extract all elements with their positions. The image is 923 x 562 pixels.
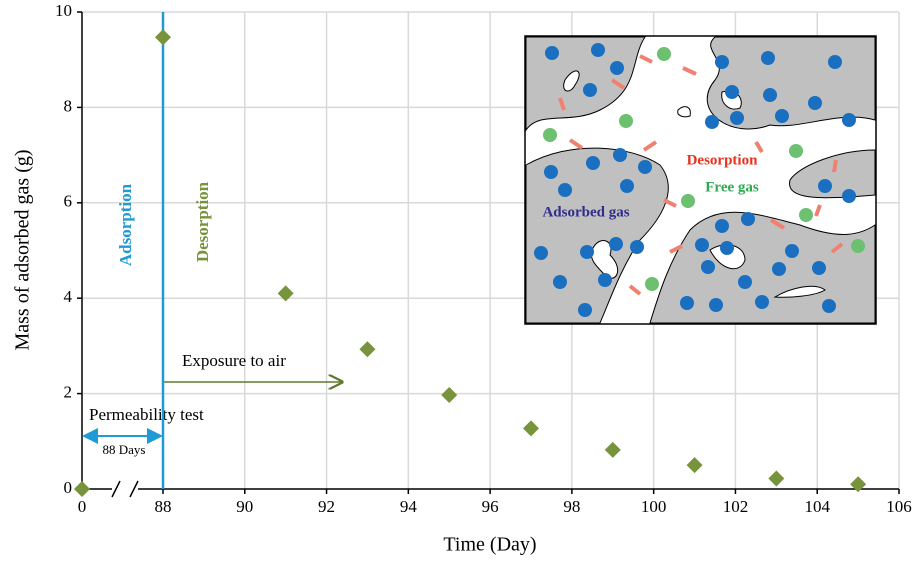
x-tick-label: 102	[723, 497, 749, 516]
x-tick-label: 106	[886, 497, 912, 516]
x-axis-title: Time (Day)	[443, 534, 536, 556]
point	[604, 441, 621, 458]
inset-label: Desorption	[687, 152, 758, 168]
x-tick-label: 0	[78, 497, 87, 516]
y-tick-label: 8	[64, 96, 73, 115]
x-tick-label: 90	[236, 497, 253, 516]
point	[74, 481, 90, 497]
point	[768, 470, 785, 487]
inset-label: Free gas	[705, 179, 759, 195]
grain	[525, 36, 646, 132]
point	[686, 457, 703, 474]
y-tick-label: 6	[64, 192, 73, 211]
x-tick-label: 94	[400, 497, 418, 516]
point	[155, 29, 171, 46]
annotation: Exposure to air	[182, 351, 286, 370]
y-tick-label: 4	[64, 287, 73, 306]
inset-label: Adsorbed gas	[542, 204, 629, 220]
annotation: Desorption	[193, 181, 212, 262]
x-tick-label: 98	[563, 497, 580, 516]
point	[277, 285, 294, 302]
x-tick-label: 96	[482, 497, 499, 516]
y-tick-label: 0	[64, 478, 73, 497]
x-tick-label: 100	[641, 497, 667, 516]
inset-diagram: Desorption Free gas Adsorbed gas	[524, 35, 877, 325]
y-tick-label: 10	[55, 1, 72, 20]
axis-break	[129, 480, 139, 498]
annotation: Permeability test	[89, 405, 204, 424]
annotation: 88 Days	[103, 442, 146, 457]
x-tick-label: 92	[318, 497, 335, 516]
annotation: Adsorption	[116, 183, 135, 266]
x-tick-label: 104	[804, 497, 830, 516]
point	[359, 341, 376, 358]
point	[441, 387, 458, 404]
axis-break	[111, 480, 121, 498]
y-tick-label: 2	[64, 383, 73, 402]
point	[850, 476, 867, 493]
point	[523, 420, 539, 437]
x-tick-label: 88	[155, 497, 172, 516]
y-axis-title: Mass of adsorbed gas (g)	[12, 149, 34, 350]
